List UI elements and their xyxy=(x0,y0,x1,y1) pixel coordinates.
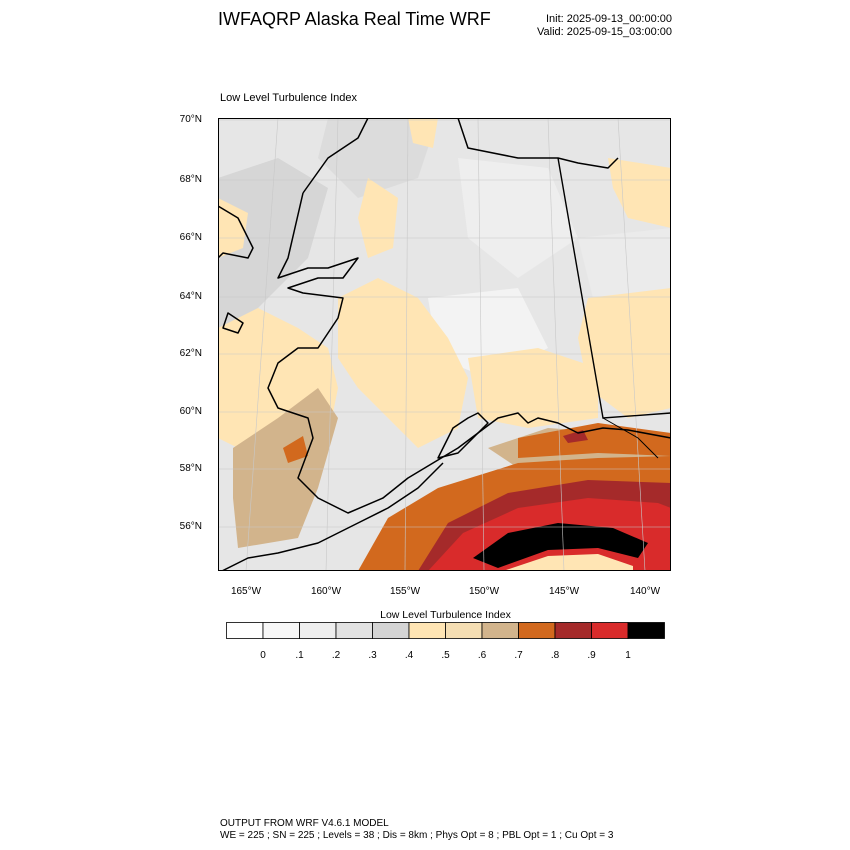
colorbar xyxy=(226,622,665,639)
model-footer: OUTPUT FROM WRF V4.6.1 MODEL WE = 225 ; … xyxy=(220,818,613,842)
colorbar-label: .3 xyxy=(368,650,377,661)
graticule xyxy=(218,118,671,571)
field-tan-region xyxy=(338,278,468,448)
footer-line-1: OUTPUT FROM WRF V4.6.1 MODEL xyxy=(220,818,389,829)
lat-tick-64: 64°N xyxy=(179,291,202,302)
colorbar-label: .8 xyxy=(550,650,560,661)
lat-tick-66: 66°N xyxy=(179,232,202,243)
field-tan-region xyxy=(578,288,671,418)
colorbar-label: 1 xyxy=(625,650,631,661)
colorbar-swatch xyxy=(372,622,410,639)
map-subtitle: Low Level Turbulence Index xyxy=(220,92,357,104)
map-frame xyxy=(218,118,671,571)
field-darktan-region xyxy=(233,388,338,548)
country-border xyxy=(602,417,659,459)
colorbar-swatch xyxy=(591,622,629,639)
colorbar-label: .1 xyxy=(295,650,304,661)
footer-line-2: WE = 225 ; SN = 225 ; Levels = 38 ; Dis … xyxy=(220,830,614,841)
colorbar-swatch xyxy=(299,622,337,639)
colorbar-swatch xyxy=(518,622,556,639)
field-tan-region xyxy=(608,158,671,228)
colorbar-label: .4 xyxy=(404,650,414,661)
lat-tick-70: 70°N xyxy=(179,114,202,125)
colorbar-swatch xyxy=(481,622,519,639)
field-light-patch xyxy=(458,158,578,278)
colorbar-label: .2 xyxy=(331,650,341,661)
colorbar-swatch xyxy=(445,622,483,639)
colorbar-swatch xyxy=(262,622,300,639)
lon-tick-165: 165°W xyxy=(230,586,262,597)
valid-time: Valid: 2025-09-15_03:00:00 xyxy=(537,26,672,38)
colorbar-label: .6 xyxy=(477,650,487,661)
field-tan-region xyxy=(408,118,438,148)
field-tan-region xyxy=(218,198,248,258)
turbulence-map xyxy=(218,118,671,571)
colorbar-swatch xyxy=(335,622,373,639)
colorbar-swatch xyxy=(408,622,446,639)
colorbar-label: .9 xyxy=(587,650,596,661)
init-time: Init: 2025-09-13_00:00:00 xyxy=(546,13,672,25)
colorbar-title: Low Level Turbulence Index xyxy=(380,609,511,621)
lat-tick-56: 56°N xyxy=(179,521,202,532)
colorbar-swatch xyxy=(627,622,665,639)
lat-tick-60: 60°N xyxy=(179,406,202,417)
lon-tick-155: 155°W xyxy=(389,586,421,597)
field-orange-patch xyxy=(283,436,308,463)
page-title: IWFAQRP Alaska Real Time WRF xyxy=(218,9,491,29)
colorbar-swatch xyxy=(554,622,592,639)
colorbar-label: .7 xyxy=(514,650,523,661)
field-orange-band xyxy=(518,423,671,458)
lon-tick-160: 160°W xyxy=(310,586,342,597)
field-center xyxy=(503,554,633,571)
lon-tick-150: 150°W xyxy=(468,586,500,597)
lat-tick-68: 68°N xyxy=(179,174,202,185)
lat-tick-58: 58°N xyxy=(179,463,202,474)
colorbar-label: .5 xyxy=(441,650,450,661)
lat-tick-62: 62°N xyxy=(179,348,202,359)
colorbar-label: 0 xyxy=(260,650,266,661)
colorbar-swatch xyxy=(226,622,264,639)
field-tan-region xyxy=(468,348,598,428)
lon-tick-145: 145°W xyxy=(548,586,580,597)
run-times: Init: 2025-09-13_00:00:00 Valid: 2025-09… xyxy=(537,13,672,39)
lon-tick-140: 140°W xyxy=(629,586,661,597)
field-brown-patch xyxy=(563,430,588,443)
field-black-core xyxy=(473,523,648,568)
